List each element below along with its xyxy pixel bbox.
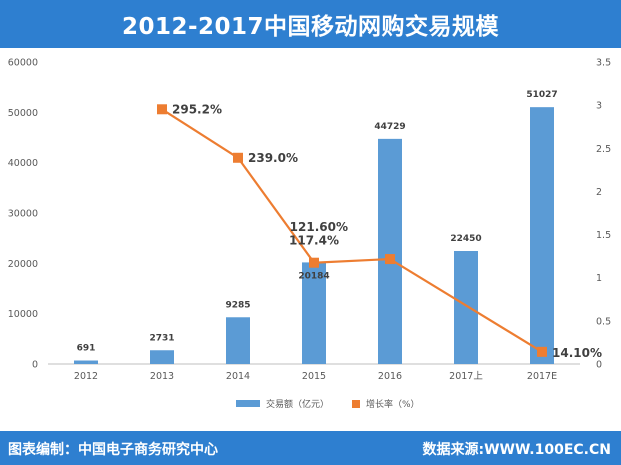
- bar-value-label: 2731: [149, 333, 174, 343]
- bar-value-label: 51027: [526, 90, 557, 100]
- title-bar: 2012-2017中国移动网购交易规模: [0, 0, 621, 48]
- growth-marker: [385, 254, 395, 265]
- growth-marker: [157, 104, 167, 115]
- growth-value-label: 295.2%: [172, 102, 222, 116]
- bar: [226, 317, 250, 364]
- y-right-tick-label: 2: [596, 187, 602, 198]
- growth-value-label: 14.10%: [552, 346, 602, 360]
- legend-label-bar: 交易额（亿元）: [266, 398, 329, 410]
- y-right-tick-label: 2.5: [596, 144, 611, 155]
- chart-svg: 0 10000 20000 30000 40000 50000 60000 0 0.5 1 1.5 2…: [8, 58, 611, 411]
- x-tick-label: 2016: [378, 371, 402, 382]
- growth-line: [161, 108, 543, 353]
- legend-swatch-line: [352, 400, 360, 408]
- y-left-tick-label: 0: [32, 360, 38, 371]
- y-right-tick-label: 0.5: [596, 316, 611, 327]
- y-left-tick-label: 60000: [8, 58, 38, 69]
- y-left-tick-label: 10000: [8, 309, 38, 320]
- x-tick-label: 2015: [302, 371, 326, 382]
- y-right-tick-label: 1: [596, 273, 602, 284]
- x-tick-label: 2017E: [527, 371, 557, 382]
- y-right-tick-label: 3.5: [596, 58, 611, 69]
- bar-value-label: 22450: [450, 234, 481, 244]
- y-right-tick-label: 1.5: [596, 230, 611, 241]
- footer-source-right: 数据来源:WWW.100EC.CN: [422, 442, 611, 458]
- footer-bar: 图表编制：中国电子商务研究中心 数据来源:WWW.100EC.CN: [0, 431, 621, 465]
- growth-value-label: 117.4%: [289, 234, 339, 248]
- growth-value-label: 121.60%: [290, 220, 348, 234]
- legend-swatch-bar: [236, 400, 260, 407]
- bar: [302, 262, 326, 364]
- y-left-tick-label: 50000: [8, 108, 38, 119]
- growth-marker: [233, 152, 243, 163]
- bar-value-label: 44729: [374, 122, 405, 132]
- bar-value-label: 9285: [225, 300, 250, 310]
- bar: [74, 360, 98, 364]
- chart-title: 2012-2017中国移动网购交易规模: [121, 14, 500, 40]
- growth-marker: [537, 346, 547, 357]
- x-tick-label: 2017上: [449, 371, 483, 382]
- growth-value-label: 239.0%: [248, 151, 298, 165]
- bar: [454, 251, 478, 364]
- x-tick-label: 2012: [74, 371, 98, 382]
- growth-marker: [309, 257, 319, 268]
- y-left-tick-label: 30000: [8, 209, 38, 220]
- bar: [378, 138, 402, 364]
- y-left-tick-label: 20000: [8, 259, 38, 270]
- bar: [530, 107, 554, 365]
- y-left-tick-label: 40000: [8, 158, 38, 169]
- x-tick-label: 2014: [226, 371, 250, 382]
- bar: [150, 350, 174, 364]
- bar-value-label: 20184: [298, 271, 329, 281]
- footer-source-left: 图表编制：中国电子商务研究中心: [8, 442, 218, 458]
- y-right-tick-label: 0: [596, 360, 602, 371]
- legend-label-line: 增长率（%）: [366, 398, 420, 410]
- bar-value-label: 691: [77, 344, 96, 354]
- x-tick-label: 2013: [150, 371, 174, 382]
- y-right-tick-label: 3: [596, 101, 602, 112]
